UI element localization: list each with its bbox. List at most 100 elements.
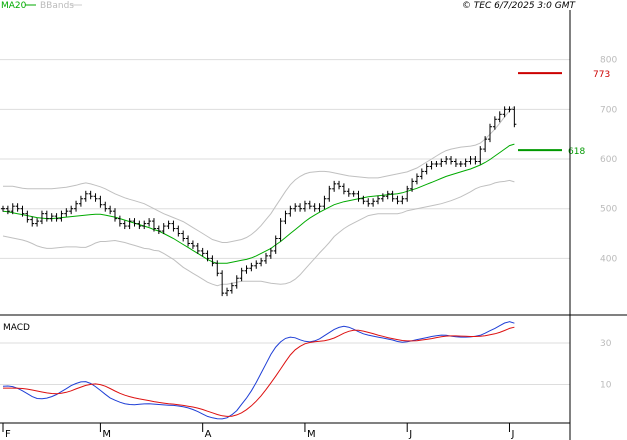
price-tick-label: 600 bbox=[600, 155, 617, 165]
price-bar bbox=[239, 267, 244, 282]
price-bar bbox=[39, 210, 44, 225]
price-bar bbox=[220, 270, 225, 297]
bb-upper-line bbox=[3, 106, 515, 243]
macd-tick-label: 10 bbox=[600, 381, 612, 391]
price-bar bbox=[444, 156, 449, 165]
macd-tick-label: 30 bbox=[600, 339, 612, 349]
price-bar bbox=[424, 163, 429, 175]
month-label: J bbox=[408, 429, 412, 440]
price-bar bbox=[346, 188, 351, 197]
price-bar bbox=[268, 247, 273, 259]
price-bar bbox=[93, 193, 98, 202]
price-bar bbox=[405, 185, 410, 202]
price-bar bbox=[254, 260, 259, 269]
price-bar bbox=[322, 195, 327, 210]
price-bar bbox=[49, 213, 54, 222]
price-bar bbox=[83, 190, 88, 202]
price-bar bbox=[151, 218, 156, 232]
price-bar bbox=[74, 200, 79, 212]
price-bar bbox=[463, 158, 468, 167]
month-label: M bbox=[307, 429, 316, 440]
price-bar bbox=[293, 203, 298, 212]
axes: 400 500 600 700 800 30 10 F M A M J J bbox=[2, 56, 617, 440]
price-bar bbox=[497, 111, 502, 123]
bb-lower-line bbox=[2, 179, 515, 287]
price-bar bbox=[225, 287, 230, 297]
macd-label: MACD bbox=[3, 323, 30, 333]
price-bar bbox=[30, 216, 35, 227]
price-bar bbox=[492, 116, 497, 130]
price-bar bbox=[385, 190, 390, 200]
price-bar bbox=[478, 146, 483, 165]
price-tick-label: 700 bbox=[600, 105, 617, 115]
price-bar bbox=[288, 205, 293, 217]
price-bar bbox=[127, 218, 132, 230]
price-bar bbox=[483, 136, 488, 153]
price-bar bbox=[113, 208, 118, 222]
price-bar bbox=[249, 262, 254, 272]
price-bar bbox=[20, 205, 25, 217]
price-bar bbox=[332, 180, 337, 192]
price-bar bbox=[25, 210, 30, 223]
price-bar bbox=[98, 195, 103, 208]
price-bar bbox=[35, 218, 40, 227]
price-bar bbox=[15, 203, 20, 212]
price-bar bbox=[108, 205, 113, 215]
legend-ma20: MA20 bbox=[1, 1, 27, 11]
price-bar bbox=[502, 106, 507, 118]
price-bar bbox=[263, 252, 268, 264]
price-bar bbox=[171, 220, 176, 232]
resistance-label: 773 bbox=[593, 70, 610, 80]
month-label: M bbox=[102, 429, 111, 440]
price-bar bbox=[54, 213, 59, 222]
price-bar bbox=[64, 208, 69, 217]
month-label: J bbox=[510, 429, 514, 440]
month-label: F bbox=[5, 429, 11, 440]
support-label: 618 bbox=[568, 147, 585, 157]
price-bar bbox=[156, 225, 161, 235]
price-bar bbox=[414, 173, 419, 185]
price-bar bbox=[283, 210, 288, 225]
price-bar bbox=[380, 193, 385, 202]
price-bar bbox=[468, 156, 473, 165]
price-bar bbox=[307, 200, 312, 210]
price-bar bbox=[390, 190, 395, 202]
price-bar bbox=[166, 220, 171, 230]
price-bar bbox=[317, 203, 322, 212]
price-bar bbox=[337, 180, 342, 190]
ma20-path bbox=[2, 143, 515, 264]
price-bar bbox=[278, 218, 283, 242]
price-bar bbox=[181, 230, 186, 242]
month-label: A bbox=[205, 429, 212, 440]
price-bar bbox=[210, 255, 215, 267]
price-bar bbox=[356, 190, 361, 202]
price-bars bbox=[1, 106, 517, 297]
price-tick-label: 400 bbox=[600, 254, 617, 264]
price-bar bbox=[298, 203, 303, 212]
price-bar bbox=[117, 215, 122, 227]
price-bar bbox=[229, 282, 234, 294]
price-bar bbox=[44, 210, 49, 222]
price-bar bbox=[147, 218, 152, 227]
price-bar bbox=[273, 235, 278, 254]
macd-lines bbox=[2, 321, 515, 420]
signal-line bbox=[3, 326, 515, 417]
price-bar bbox=[400, 195, 405, 205]
price-bar bbox=[361, 195, 366, 205]
price-bar bbox=[137, 220, 142, 230]
price-bar bbox=[186, 235, 191, 247]
price-bar bbox=[488, 123, 492, 143]
price-bar bbox=[512, 106, 517, 128]
price-tick-label: 800 bbox=[600, 56, 617, 66]
price-bar bbox=[161, 223, 166, 235]
price-bar bbox=[244, 265, 249, 274]
price-bar bbox=[59, 210, 64, 222]
price-bar bbox=[341, 183, 346, 195]
ma20-line bbox=[2, 143, 515, 264]
price-bar bbox=[453, 158, 458, 167]
price-bar bbox=[200, 247, 205, 257]
price-bar bbox=[195, 242, 200, 254]
price-bar bbox=[351, 190, 356, 197]
